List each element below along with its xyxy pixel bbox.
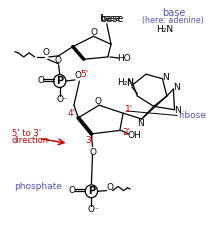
Text: O: O (42, 48, 49, 57)
Text: base: base (101, 14, 124, 24)
Text: O: O (89, 148, 96, 157)
Text: O: O (54, 56, 61, 65)
Text: HO: HO (117, 54, 131, 63)
Text: ⁻: ⁻ (62, 95, 66, 104)
Text: O: O (91, 28, 97, 37)
Text: N: N (174, 83, 180, 92)
Text: 4': 4' (67, 109, 75, 118)
Text: H₂N: H₂N (156, 25, 173, 34)
Text: O: O (106, 183, 113, 192)
Text: 1': 1' (125, 105, 133, 114)
Text: N: N (163, 73, 169, 82)
Text: O: O (74, 71, 81, 80)
Text: ribose: ribose (178, 111, 206, 120)
Text: base: base (162, 8, 185, 18)
Text: 3': 3' (85, 136, 93, 145)
Text: 5’ to 3’: 5’ to 3’ (12, 129, 41, 138)
Text: O: O (69, 186, 76, 195)
Text: N: N (175, 106, 181, 115)
Text: P: P (88, 186, 95, 196)
Text: N: N (137, 119, 144, 128)
Text: P: P (56, 76, 63, 86)
Text: OH: OH (127, 131, 141, 140)
Text: direction: direction (12, 136, 49, 145)
Text: (here: adenine): (here: adenine) (143, 16, 204, 25)
Text: 5': 5' (80, 70, 88, 79)
Text: O: O (94, 97, 101, 106)
Text: H₂N: H₂N (117, 78, 134, 87)
Text: O: O (37, 76, 44, 85)
Text: base: base (99, 14, 121, 23)
Text: O: O (56, 95, 63, 104)
Text: N: N (126, 79, 132, 88)
Text: O: O (88, 205, 95, 214)
Text: phosphate: phosphate (14, 182, 62, 191)
Text: ⁻: ⁻ (94, 206, 98, 215)
Text: 2': 2' (122, 128, 130, 137)
